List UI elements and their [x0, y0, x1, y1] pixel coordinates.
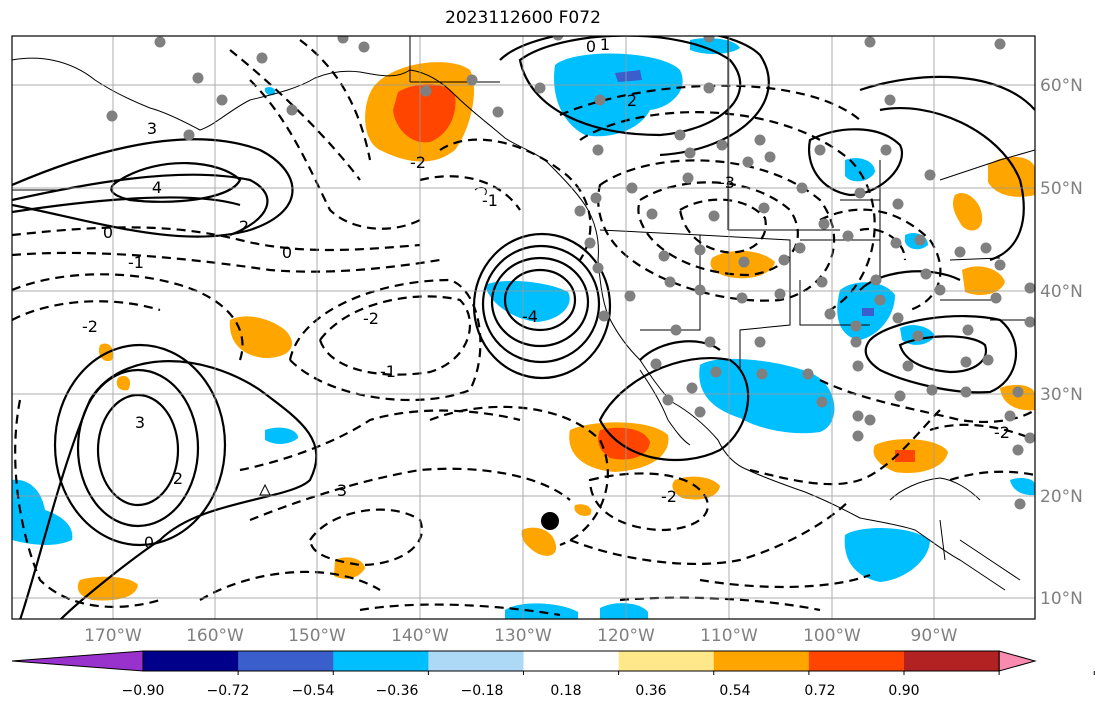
contour-label: -4	[522, 307, 538, 326]
longitude-label: 100°W	[803, 626, 861, 646]
contour-label: 0	[144, 533, 154, 552]
contour-labels: 0 1 2 3 4 2 0 -1 0 -2 -1 -3 -2 -2 -1 -4 …	[82, 35, 1010, 552]
longitude-label: 170°W	[84, 626, 142, 646]
dashed-contours	[12, 39, 1035, 617]
colorbar-tick-labels: −0.90 −0.72 −0.54 −0.36 −0.18 0.18 0.36 …	[122, 683, 920, 699]
contour-label: 4	[152, 178, 162, 197]
latitude-label: 30°N	[1040, 385, 1083, 405]
longitude-label: 130°W	[494, 626, 552, 646]
longitude-label: 120°W	[597, 626, 655, 646]
contour-label: 1	[600, 35, 610, 54]
longitude-label: 90°W	[911, 626, 958, 646]
contour-label: 0	[586, 37, 596, 56]
longitude-label: 150°W	[288, 626, 346, 646]
contour-label: 2	[173, 469, 183, 488]
latitude-label: 40°N	[1040, 282, 1083, 302]
coastlines	[12, 36, 1035, 591]
station-dots	[106, 36, 1035, 510]
latitude-label: 60°N	[1040, 76, 1083, 96]
contour-label: -2	[363, 309, 379, 328]
contour-label: -2	[410, 153, 426, 172]
map-frame	[11, 35, 1036, 620]
colorbar-segment	[904, 651, 1000, 671]
colorbar-frame	[142, 650, 1000, 672]
contour-label: 2	[627, 91, 637, 110]
colorbar-segment	[333, 651, 429, 671]
colorbar	[11, 650, 1095, 675]
colorbar-tick-label: −0.18	[461, 683, 504, 699]
latitude-label: 10°N	[1040, 589, 1083, 609]
colorbar-tick-label: 0.54	[719, 683, 750, 699]
latitude-label: 20°N	[1040, 487, 1083, 507]
colorbar-tick-label: 0.72	[804, 683, 835, 699]
contour-label: 2	[239, 217, 249, 236]
contour-label: -1	[380, 362, 396, 381]
longitude-label: 160°W	[186, 626, 244, 646]
longitude-label: 140°W	[391, 626, 449, 646]
colorbar-tick-label: −0.54	[292, 683, 335, 699]
contour-label: 3	[147, 119, 157, 138]
latitude-label: 50°N	[1040, 179, 1083, 199]
colorbar-segment	[713, 651, 810, 671]
colorbar-segment	[238, 651, 334, 671]
center-marker-dot	[541, 512, 559, 530]
colorbar-tick-label: 0.18	[550, 683, 581, 699]
colorbar-segment	[808, 651, 905, 671]
colorbar-tick-label: 0.90	[888, 683, 919, 699]
latitude-axis: 60°N 50°N 40°N 30°N 20°N 10°N	[1040, 76, 1083, 609]
colorbar-segment	[143, 651, 239, 671]
contour-label: 3	[337, 481, 347, 500]
longitude-axis: 170°W 160°W 150°W 140°W 130°W 120°W 110°…	[84, 626, 958, 646]
colorbar-segment	[998, 650, 1037, 672]
contour-label: 0	[282, 243, 292, 262]
contour-label: -1	[128, 253, 144, 272]
graticule	[12, 36, 1035, 619]
colorbar-segment	[11, 650, 144, 672]
contour-label: 3	[135, 413, 145, 432]
contour-label: -3	[719, 173, 735, 192]
colorbar-segment	[523, 651, 620, 671]
map-title: 2023112600 F072	[445, 8, 601, 28]
longitude-label: 110°W	[700, 626, 758, 646]
contour-label: -2	[82, 317, 98, 336]
colorbar-tick-label: −0.72	[207, 683, 250, 699]
contour-label: -1	[482, 191, 498, 210]
colorbar-tick-label: 0.36	[635, 683, 666, 699]
colorbar-segment	[618, 651, 715, 671]
contour-label: -2	[994, 423, 1010, 442]
colorbar-tick-label: −0.36	[376, 683, 419, 699]
contour-label: 0	[103, 223, 113, 242]
colorbar-tick-label: −0.90	[122, 683, 165, 699]
contour-label: -2	[661, 487, 677, 506]
colorbar-segment	[428, 651, 524, 671]
